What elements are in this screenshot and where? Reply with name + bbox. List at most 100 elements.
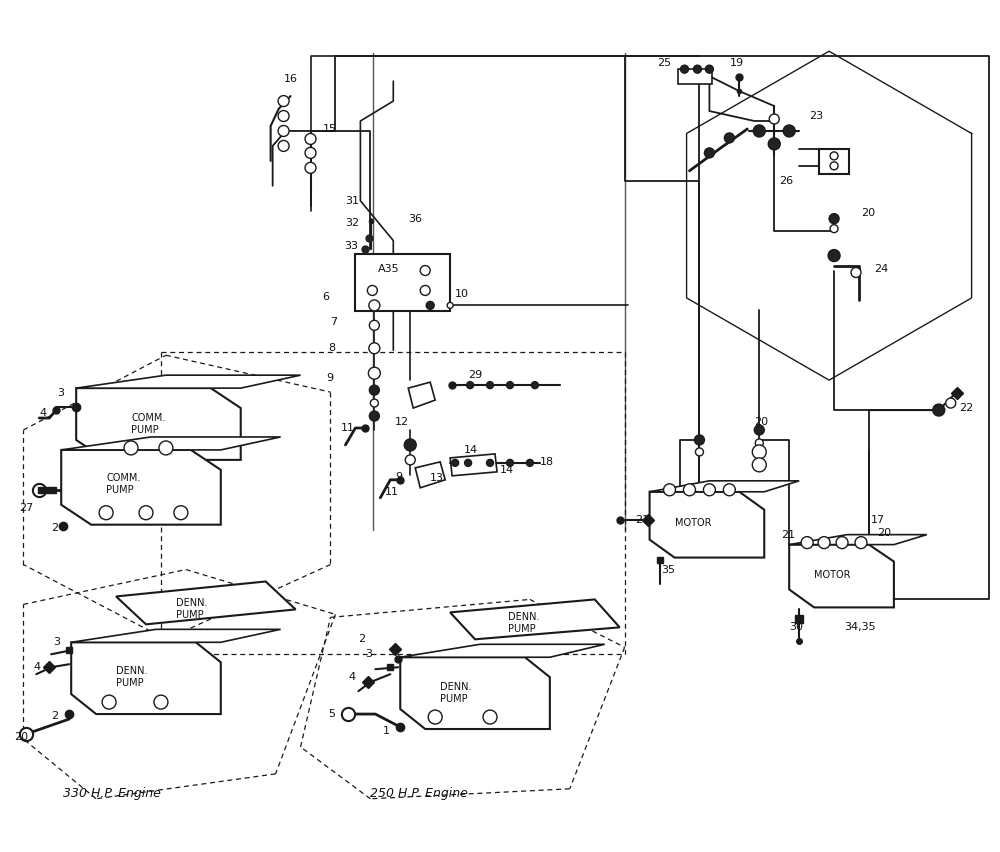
Text: A35: A35	[378, 263, 400, 273]
Text: DENN.: DENN.	[508, 613, 539, 622]
Text: MOTOR: MOTOR	[814, 569, 851, 579]
Circle shape	[369, 300, 380, 311]
Circle shape	[818, 537, 830, 549]
Circle shape	[694, 435, 704, 445]
Circle shape	[370, 369, 378, 377]
Text: 20: 20	[861, 208, 875, 218]
Text: 2: 2	[51, 711, 58, 721]
Circle shape	[305, 134, 316, 145]
Circle shape	[139, 506, 153, 520]
Circle shape	[447, 302, 453, 308]
Text: PUMP: PUMP	[116, 678, 144, 688]
Text: DENN.: DENN.	[176, 598, 207, 608]
Circle shape	[369, 385, 379, 395]
Text: 21: 21	[781, 530, 795, 539]
Text: 19: 19	[729, 58, 743, 68]
Circle shape	[769, 114, 779, 124]
Circle shape	[830, 225, 838, 233]
Text: 31: 31	[345, 196, 359, 205]
Polygon shape	[408, 383, 435, 408]
Circle shape	[278, 95, 289, 106]
Circle shape	[102, 695, 116, 709]
Polygon shape	[76, 375, 301, 389]
Text: 2: 2	[358, 634, 366, 644]
Circle shape	[803, 538, 811, 547]
Text: 2: 2	[51, 522, 58, 532]
Text: 24: 24	[874, 263, 888, 273]
Circle shape	[783, 125, 795, 137]
Circle shape	[830, 152, 838, 160]
Text: 3: 3	[57, 389, 64, 398]
Text: 10: 10	[455, 290, 469, 299]
Circle shape	[851, 268, 861, 278]
Text: 25: 25	[658, 58, 672, 68]
Circle shape	[768, 138, 780, 150]
Circle shape	[369, 320, 379, 331]
Circle shape	[933, 404, 945, 416]
Circle shape	[280, 97, 288, 105]
Circle shape	[506, 459, 513, 466]
Polygon shape	[650, 481, 799, 492]
Circle shape	[838, 538, 846, 547]
Text: 250 H.P. Engine: 250 H.P. Engine	[370, 787, 468, 800]
Text: 36: 36	[408, 214, 422, 224]
Text: 33: 33	[344, 240, 358, 250]
Text: 20: 20	[754, 417, 768, 427]
Polygon shape	[71, 642, 221, 714]
Circle shape	[278, 141, 289, 152]
Circle shape	[755, 439, 763, 447]
Circle shape	[683, 484, 695, 496]
Text: 22: 22	[959, 403, 973, 413]
Text: 7: 7	[330, 317, 338, 327]
Text: 16: 16	[284, 74, 298, 84]
Circle shape	[420, 285, 430, 296]
Circle shape	[452, 459, 459, 466]
Text: 8: 8	[328, 343, 336, 354]
Text: 27: 27	[19, 503, 34, 513]
Text: 330 H.P. Engine: 330 H.P. Engine	[63, 787, 161, 800]
Circle shape	[174, 506, 188, 520]
Circle shape	[705, 486, 713, 494]
Circle shape	[278, 111, 289, 122]
Text: 12: 12	[395, 417, 409, 427]
Text: PUMP: PUMP	[106, 485, 134, 495]
Text: COMM.: COMM.	[131, 413, 165, 423]
Text: 9: 9	[395, 472, 402, 482]
Text: DENN.: DENN.	[116, 666, 148, 676]
Text: 29: 29	[468, 370, 482, 380]
Circle shape	[857, 538, 865, 547]
Circle shape	[855, 537, 867, 549]
Circle shape	[405, 455, 415, 465]
Circle shape	[531, 382, 538, 389]
Circle shape	[752, 458, 766, 472]
Text: 4: 4	[39, 408, 46, 418]
Circle shape	[703, 484, 715, 496]
Bar	[819, 149, 849, 174]
Text: MOTOR: MOTOR	[675, 518, 711, 527]
Circle shape	[404, 439, 416, 451]
Text: 21: 21	[636, 515, 650, 525]
Text: 34,35: 34,35	[844, 622, 876, 632]
Circle shape	[483, 710, 497, 724]
Circle shape	[487, 382, 494, 389]
Text: 3: 3	[53, 637, 60, 648]
Circle shape	[307, 149, 315, 157]
Text: PUMP: PUMP	[508, 625, 536, 635]
Circle shape	[820, 538, 828, 547]
Text: 4: 4	[348, 672, 356, 682]
Bar	[678, 69, 712, 84]
Text: 11: 11	[385, 486, 399, 497]
Circle shape	[754, 460, 764, 469]
Text: 15: 15	[322, 124, 336, 134]
Circle shape	[305, 163, 316, 173]
Text: 11: 11	[340, 423, 354, 433]
Circle shape	[723, 484, 735, 496]
Polygon shape	[415, 462, 445, 488]
Polygon shape	[61, 437, 281, 450]
Text: PUMP: PUMP	[176, 610, 204, 620]
Text: 13: 13	[430, 473, 444, 483]
Circle shape	[307, 135, 315, 143]
Text: 35: 35	[662, 565, 676, 574]
Bar	[355, 254, 450, 311]
Polygon shape	[76, 389, 241, 460]
